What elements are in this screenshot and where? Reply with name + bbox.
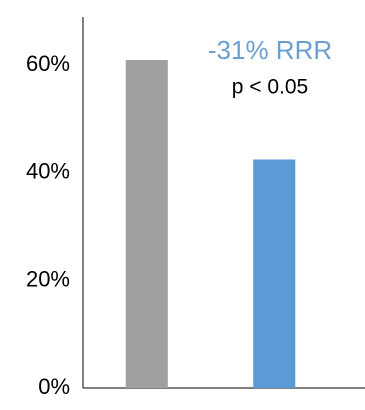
y-tick-label: 20%: [26, 266, 70, 291]
y-tick-label: 40%: [26, 159, 70, 184]
bar: [125, 60, 168, 388]
annotation: p < 0.05: [232, 76, 308, 99]
annotation: -31% RRR: [208, 35, 332, 65]
y-tick-label: 0%: [38, 374, 70, 399]
bar: [253, 159, 296, 388]
y-tick-label: 60%: [26, 51, 70, 76]
